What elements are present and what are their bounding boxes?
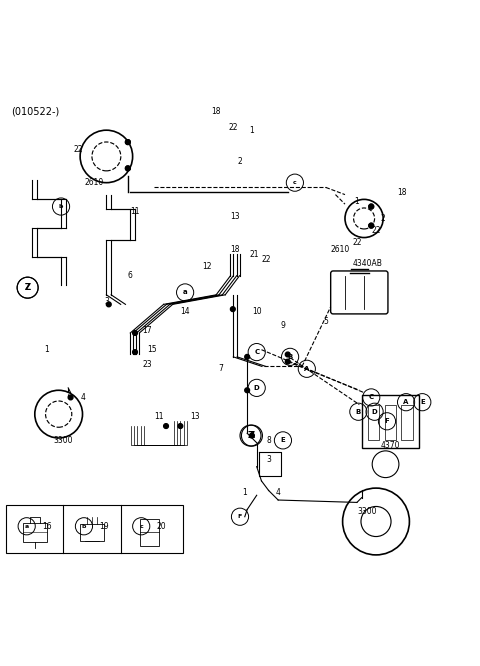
Text: 22: 22 <box>228 123 238 133</box>
Circle shape <box>369 223 373 228</box>
Text: 2610: 2610 <box>85 178 104 187</box>
Text: 22: 22 <box>73 145 83 154</box>
Text: 19: 19 <box>99 521 109 531</box>
Text: 11: 11 <box>130 207 140 216</box>
Text: 11: 11 <box>154 412 164 421</box>
Text: c: c <box>139 523 143 529</box>
Text: B: B <box>356 409 361 415</box>
Text: Z: Z <box>249 431 255 440</box>
Text: D: D <box>254 385 260 391</box>
Circle shape <box>125 140 130 145</box>
Circle shape <box>230 307 235 312</box>
Bar <box>384 404 396 440</box>
Text: b: b <box>82 523 86 529</box>
Circle shape <box>285 359 290 364</box>
Text: F: F <box>384 418 389 424</box>
Text: 3: 3 <box>266 455 271 464</box>
Circle shape <box>285 352 290 357</box>
Text: 22: 22 <box>371 226 381 235</box>
Text: 1: 1 <box>44 345 49 354</box>
Bar <box>401 404 413 440</box>
Text: A: A <box>403 399 409 405</box>
Text: 4340AB: 4340AB <box>352 259 382 268</box>
Bar <box>368 404 379 440</box>
Text: 2: 2 <box>381 214 385 223</box>
Text: 14: 14 <box>180 307 190 316</box>
Text: E: E <box>281 438 285 444</box>
Text: 2610: 2610 <box>331 245 350 254</box>
Text: 4: 4 <box>276 488 281 498</box>
Circle shape <box>245 354 250 359</box>
Text: 1: 1 <box>250 126 254 135</box>
Text: E: E <box>420 399 425 405</box>
Text: 18: 18 <box>397 188 407 196</box>
Text: C: C <box>369 394 374 400</box>
Text: 10: 10 <box>252 307 262 316</box>
Text: 13: 13 <box>230 212 240 220</box>
Text: 21: 21 <box>250 250 259 259</box>
Circle shape <box>125 166 130 170</box>
Text: 20: 20 <box>156 521 166 531</box>
Circle shape <box>132 350 137 354</box>
Circle shape <box>107 302 111 307</box>
Text: 1: 1 <box>355 197 360 206</box>
Text: (010522-): (010522-) <box>11 107 59 117</box>
Circle shape <box>369 204 373 209</box>
Text: c: c <box>293 180 297 185</box>
Circle shape <box>369 223 373 228</box>
Circle shape <box>245 388 250 393</box>
Text: 22: 22 <box>352 238 361 247</box>
Text: A: A <box>304 366 310 372</box>
Text: 2: 2 <box>238 157 242 166</box>
Circle shape <box>178 424 183 428</box>
Bar <box>23 523 47 542</box>
Text: a: a <box>24 523 29 529</box>
Text: b: b <box>59 204 63 209</box>
Text: 5: 5 <box>324 316 328 326</box>
Text: 16: 16 <box>42 521 51 531</box>
Text: 9: 9 <box>281 321 286 330</box>
Text: 15: 15 <box>147 345 156 354</box>
Text: 12: 12 <box>202 262 211 270</box>
Text: F: F <box>238 514 242 519</box>
Text: 6: 6 <box>128 271 133 280</box>
Circle shape <box>250 433 254 438</box>
Text: 7: 7 <box>218 364 223 373</box>
Circle shape <box>68 395 73 400</box>
Text: 23: 23 <box>142 360 152 368</box>
Text: Z: Z <box>25 283 30 292</box>
Bar <box>80 524 104 541</box>
Text: 4370: 4370 <box>381 441 400 450</box>
Text: 3300: 3300 <box>357 507 376 516</box>
Text: 4: 4 <box>80 393 85 402</box>
Text: 17: 17 <box>142 326 152 335</box>
Text: Z: Z <box>248 431 253 440</box>
Text: 1: 1 <box>242 488 247 498</box>
Text: 18: 18 <box>211 107 221 116</box>
Text: 3300: 3300 <box>54 436 73 445</box>
Circle shape <box>125 166 130 170</box>
Text: D: D <box>372 409 377 415</box>
Text: C: C <box>254 349 259 355</box>
Text: 8: 8 <box>266 436 271 445</box>
Text: B: B <box>288 354 293 360</box>
Text: 22: 22 <box>262 254 271 264</box>
Text: 18: 18 <box>230 245 240 254</box>
Circle shape <box>369 204 373 209</box>
Circle shape <box>132 330 137 336</box>
Bar <box>6 505 183 553</box>
Text: Z: Z <box>24 283 31 292</box>
Bar <box>362 395 419 448</box>
Circle shape <box>164 424 168 428</box>
Text: a: a <box>183 290 187 296</box>
Text: 3: 3 <box>104 298 109 306</box>
Text: 13: 13 <box>190 412 200 421</box>
Bar <box>140 519 159 546</box>
Circle shape <box>125 140 130 145</box>
